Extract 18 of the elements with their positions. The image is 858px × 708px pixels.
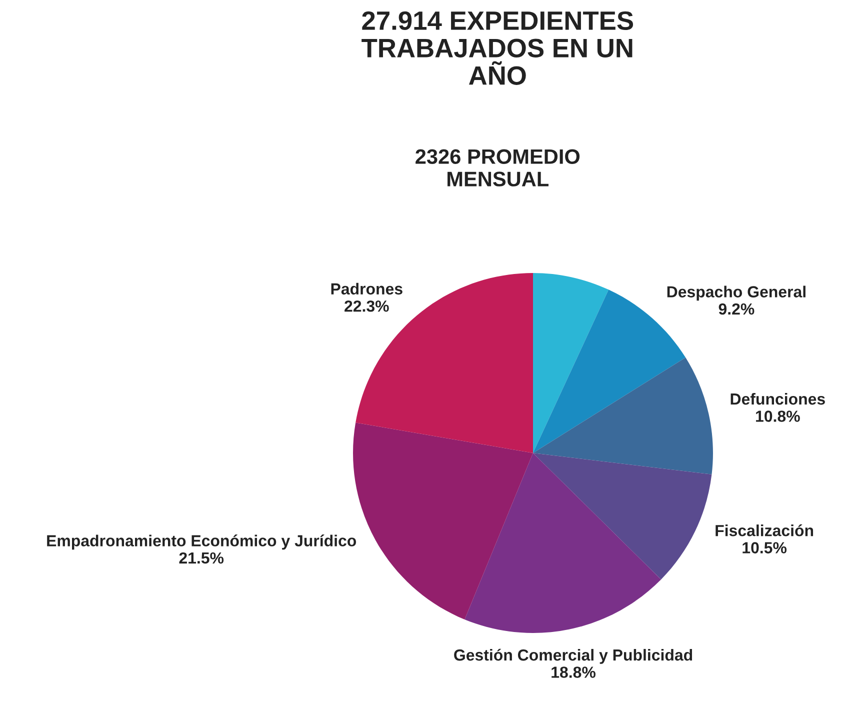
slice-label: Gestión Comercial y Publicidad: [454, 648, 692, 664]
slice-label: Fiscalización: [716, 524, 814, 536]
pie-slice: [533, 453, 712, 580]
slice-label: Padrones: [331, 282, 402, 295]
data-label: 22.3%: [344, 300, 389, 312]
pie-slice: [533, 273, 609, 453]
data-label: 21.5%: [179, 552, 224, 564]
slice-label: Despacho General: [667, 286, 806, 301]
pie-slice: [464, 453, 662, 633]
pie-slice: [533, 358, 713, 474]
data-label: 10.8%: [756, 410, 800, 422]
slice-label: Defunciones: [730, 392, 825, 405]
data-label: 10.5%: [742, 542, 787, 554]
slice-label: Empadronamiento Económico y Jurídico: [47, 534, 356, 550]
chart-title: 27.914 EXPEDIENTES TRABAJADOS EN UN AÑO: [362, 11, 634, 85]
data-label: 9.2%: [718, 303, 754, 315]
chart-subtitle: 2326 PROMEDIO MENSUAL: [416, 149, 580, 186]
data-label: 18.8%: [552, 666, 596, 678]
